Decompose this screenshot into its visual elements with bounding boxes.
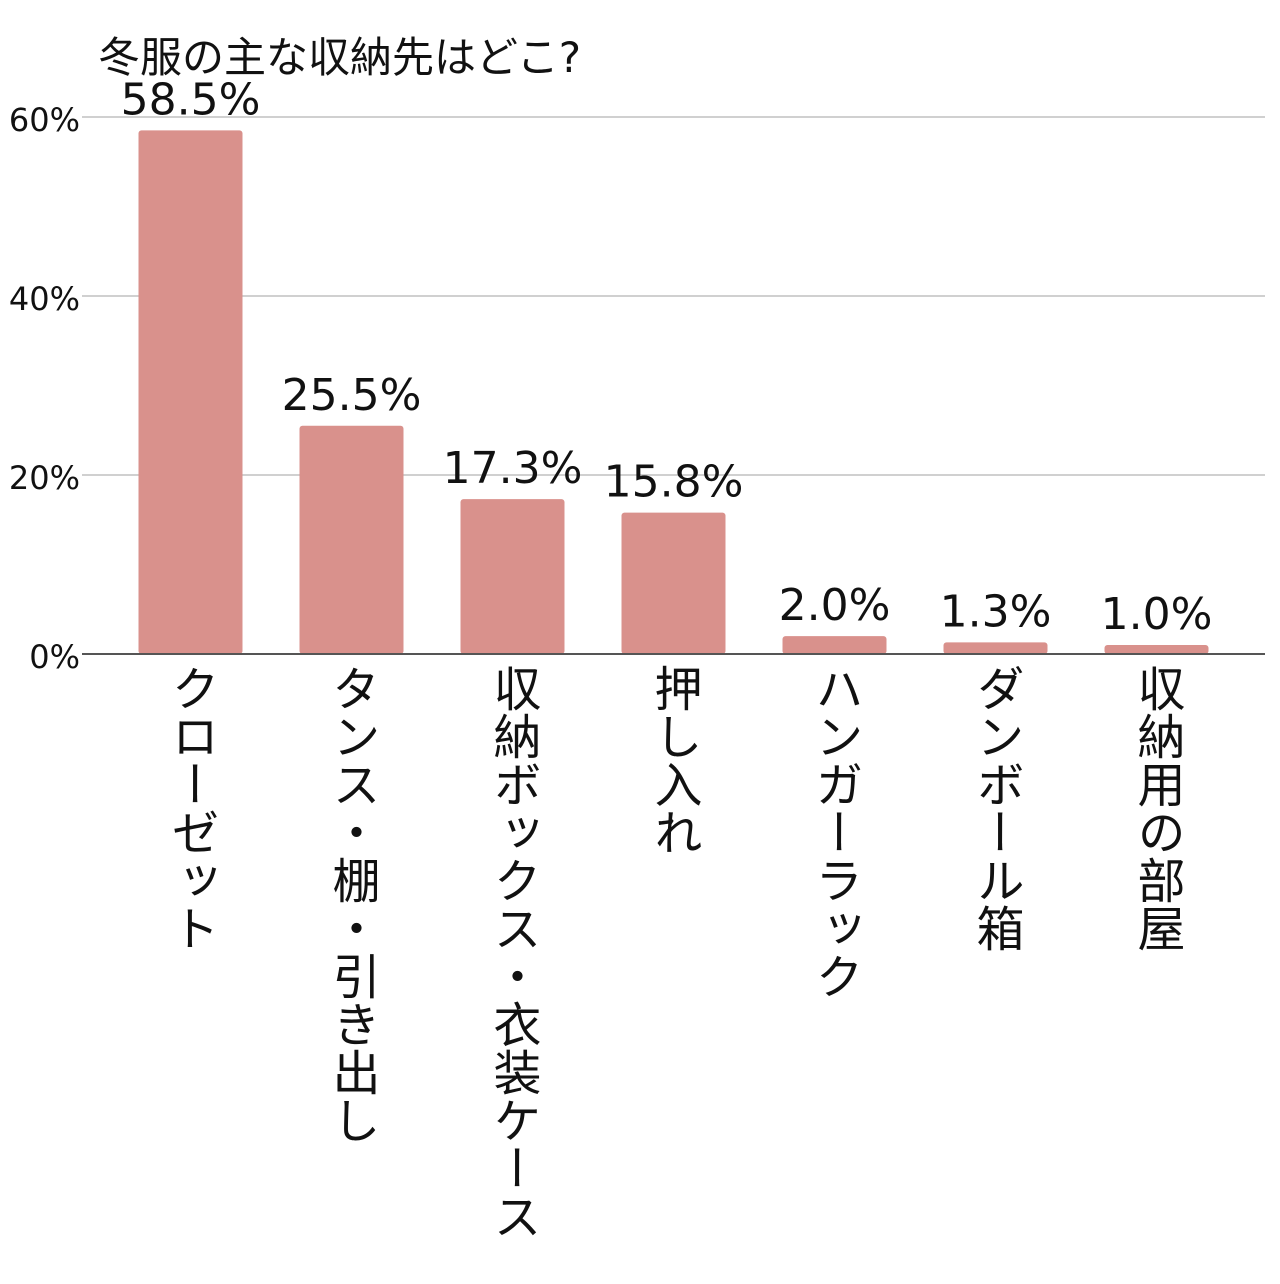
bar-value-label: 58.5% xyxy=(121,74,261,125)
category-label: 収納ボックス・衣装ケース xyxy=(485,664,541,1240)
category-label: 収納用の部屋 xyxy=(1129,664,1185,952)
bar xyxy=(943,642,1048,654)
bar-value-label: 17.3% xyxy=(443,443,583,494)
bar xyxy=(1104,645,1209,654)
y-tick-label: 40% xyxy=(9,280,80,318)
chart-title: 冬服の主な収納先はどこ? xyxy=(98,33,582,82)
bar xyxy=(138,130,243,655)
category-label: ダンボール箱 xyxy=(968,664,1024,952)
bar-value-label: 1.3% xyxy=(940,586,1052,637)
bar xyxy=(782,636,887,654)
category-label: タンス・棚・引き出し xyxy=(324,664,380,1144)
bar-value-label: 1.0% xyxy=(1101,589,1213,640)
bar-value-label: 25.5% xyxy=(282,370,422,421)
bar-value-label: 15.8% xyxy=(604,457,744,508)
y-tick-label: 20% xyxy=(9,459,80,497)
bar xyxy=(299,425,404,654)
category-label: クローゼット xyxy=(163,664,219,952)
category-label: ハンガーラック xyxy=(807,664,863,1000)
y-tick-label: 60% xyxy=(9,101,80,139)
bar xyxy=(621,512,726,654)
category-label: 押し入れ xyxy=(646,664,702,856)
bar-value-label: 2.0% xyxy=(779,580,891,631)
bar xyxy=(460,499,565,654)
y-tick-label: 0% xyxy=(29,638,80,676)
